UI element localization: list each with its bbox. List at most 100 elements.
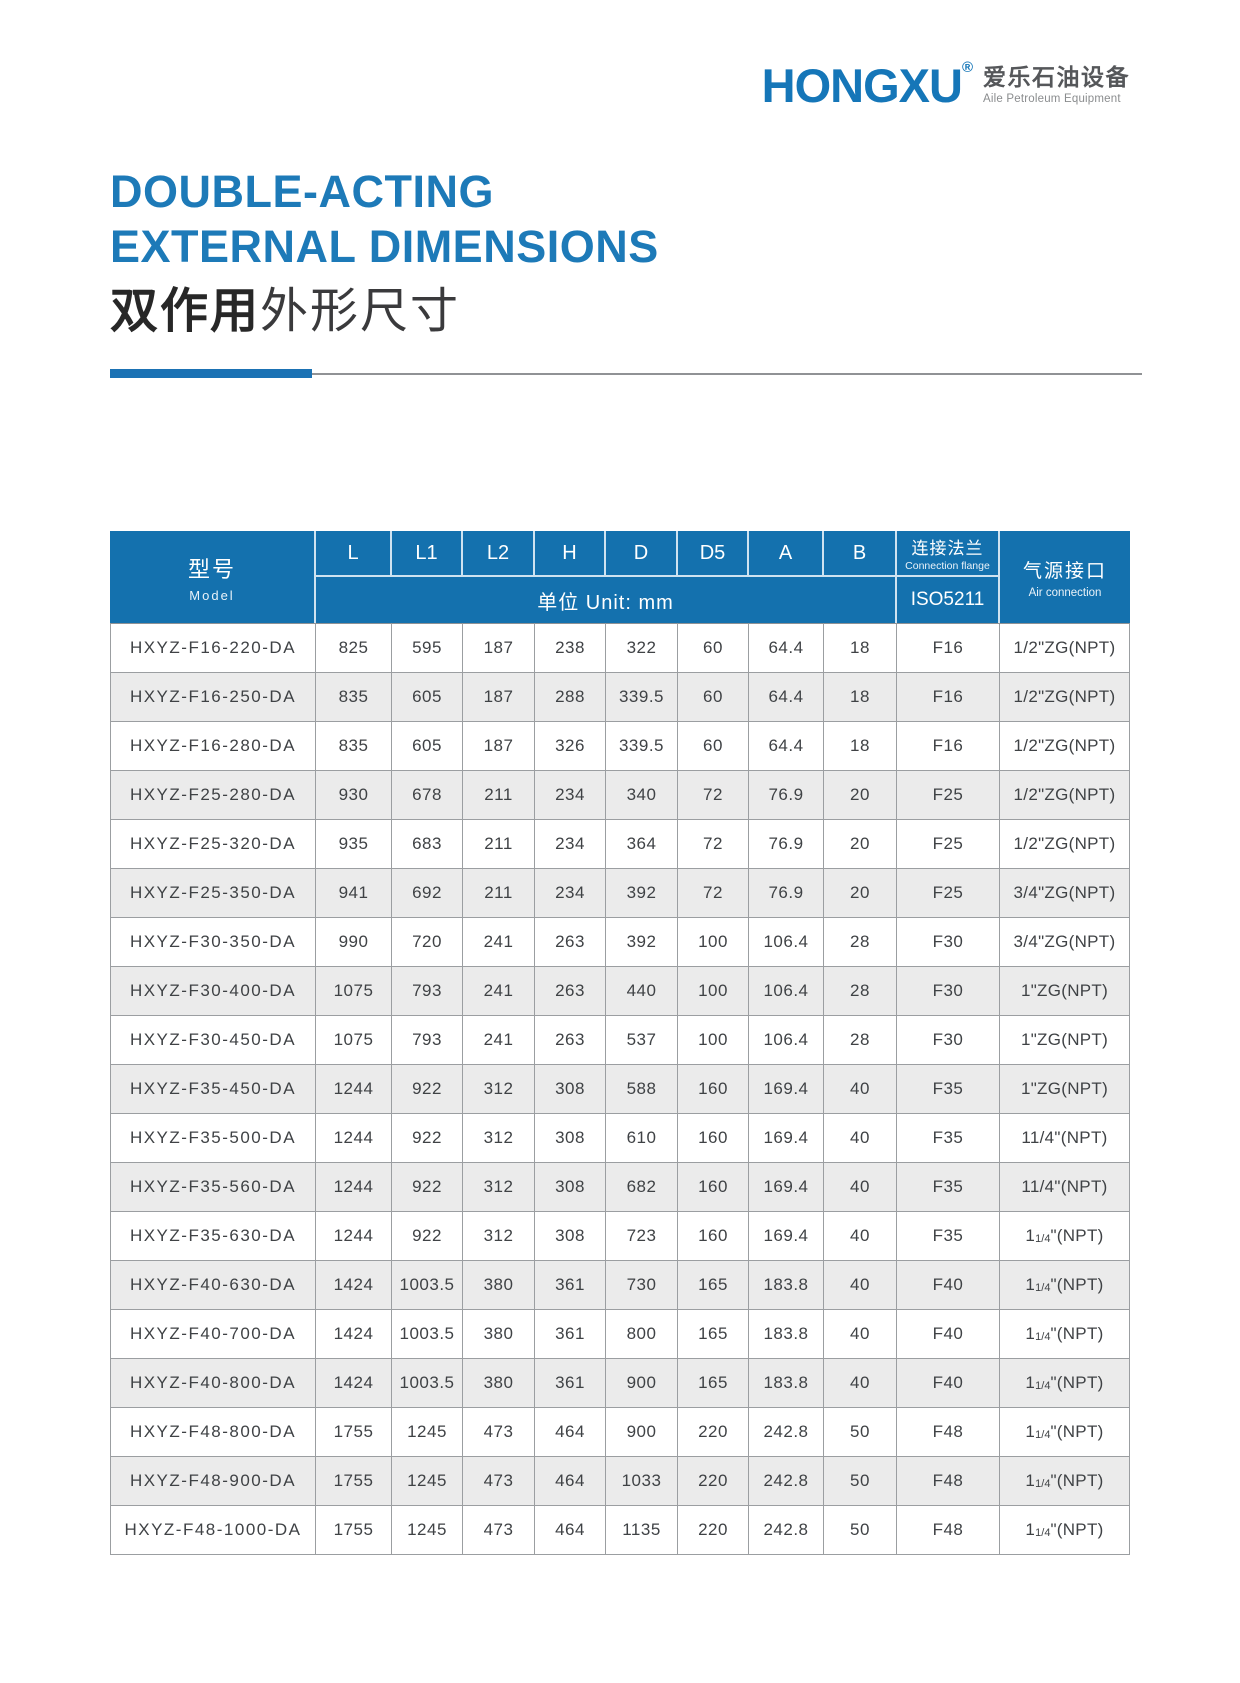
- cell-l1: 922: [392, 1065, 463, 1114]
- cell-model: HXYZ-F16-280-DA: [110, 722, 316, 771]
- cell-l2: 312: [463, 1065, 535, 1114]
- cell-l: 990: [316, 918, 392, 967]
- cell-h: 308: [535, 1212, 606, 1261]
- cell-l: 835: [316, 673, 392, 722]
- cell-flange: F48: [897, 1506, 1000, 1555]
- cell-a: 76.9: [749, 771, 824, 820]
- cell-d5: 72: [678, 771, 749, 820]
- cell-a: 183.8: [749, 1261, 824, 1310]
- cell-l1: 1245: [392, 1506, 463, 1555]
- registered-trademark-icon: ®: [961, 59, 973, 76]
- fraction-text: 1/4: [1035, 1429, 1051, 1441]
- cell-air: 1/2"ZG(NPT): [1000, 820, 1130, 869]
- cell-b: 50: [824, 1506, 897, 1555]
- cell-h: 361: [535, 1359, 606, 1408]
- cell-a: 242.8: [749, 1506, 824, 1555]
- cell-d5: 165: [678, 1359, 749, 1408]
- col-header-flange-cn: 连接法兰: [911, 539, 984, 558]
- title-block: DOUBLE-ACTING EXTERNAL DIMENSIONS 双作用外形尺…: [110, 164, 1142, 379]
- cell-d5: 220: [678, 1408, 749, 1457]
- cell-l1: 720: [392, 918, 463, 967]
- table-row: HXYZ-F30-350-DA 990 720 241 263 392 100 106.4 28…: [110, 918, 1130, 967]
- cell-model: HXYZ-F40-700-DA: [110, 1310, 316, 1359]
- fraction-text: 1/4: [1035, 1527, 1051, 1539]
- cell-flange: F30: [897, 1016, 1000, 1065]
- cell-b: 40: [824, 1310, 897, 1359]
- cell-a: 106.4: [749, 1016, 824, 1065]
- col-header-model-en: Model: [189, 587, 235, 603]
- col-header-l1: L1: [392, 531, 463, 577]
- cell-d: 392: [606, 918, 678, 967]
- cell-d: 800: [606, 1310, 678, 1359]
- table-body: HXYZ-F16-220-DA 825 595 187 238 322 60 64.4 18 F1…: [110, 623, 1130, 1555]
- cell-a: 242.8: [749, 1457, 824, 1506]
- cell-air: 1/2"ZG(NPT): [1000, 722, 1130, 771]
- cell-air: 3/4"ZG(NPT): [1000, 869, 1130, 918]
- cell-b: 20: [824, 771, 897, 820]
- cell-air: 11/4"(NPT): [1000, 1359, 1130, 1408]
- cell-model: HXYZ-F40-800-DA: [110, 1359, 316, 1408]
- cell-d: 730: [606, 1261, 678, 1310]
- cell-d: 339.5: [606, 673, 678, 722]
- table-row: HXYZ-F35-560-DA 1244 922 312 308 682 160 169.4 4…: [110, 1163, 1130, 1212]
- cell-d: 723: [606, 1212, 678, 1261]
- col-header-air-cn: 气源接口: [1022, 560, 1107, 582]
- cell-h: 234: [535, 820, 606, 869]
- cell-l: 1755: [316, 1457, 392, 1506]
- brand-name: HONGXU: [761, 59, 963, 112]
- cell-d5: 100: [678, 967, 749, 1016]
- cell-l2: 187: [463, 623, 535, 673]
- cell-d5: 60: [678, 722, 749, 771]
- cell-d: 537: [606, 1016, 678, 1065]
- cell-a: 169.4: [749, 1163, 824, 1212]
- cell-l1: 595: [392, 623, 463, 673]
- col-header-flange-en: Connection flange: [905, 560, 990, 572]
- page-title-line2: EXTERNAL DIMENSIONS: [110, 221, 659, 272]
- cell-air: 1"ZG(NPT): [1000, 1065, 1130, 1114]
- cell-l1: 922: [392, 1114, 463, 1163]
- cell-d: 1135: [606, 1506, 678, 1555]
- cell-a: 64.4: [749, 722, 824, 771]
- cell-d: 682: [606, 1163, 678, 1212]
- cell-b: 40: [824, 1212, 897, 1261]
- col-header-d5: D5: [678, 531, 749, 577]
- cell-l: 1244: [316, 1114, 392, 1163]
- cell-d: 900: [606, 1408, 678, 1457]
- divider-line: [312, 372, 1142, 375]
- cell-flange: F40: [897, 1261, 1000, 1310]
- cell-model: HXYZ-F25-350-DA: [110, 869, 316, 918]
- cell-l2: 187: [463, 722, 535, 771]
- cell-a: 169.4: [749, 1114, 824, 1163]
- cell-d5: 160: [678, 1114, 749, 1163]
- cell-l: 825: [316, 623, 392, 673]
- cell-d5: 60: [678, 623, 749, 673]
- cell-a: 64.4: [749, 623, 824, 673]
- cell-model: HXYZ-F35-450-DA: [110, 1065, 316, 1114]
- cell-d5: 72: [678, 869, 749, 918]
- col-header-model: 型号 Model: [110, 531, 316, 623]
- cell-flange: F40: [897, 1310, 1000, 1359]
- cell-d: 588: [606, 1065, 678, 1114]
- subtitle-bold-part: 双作用: [110, 285, 261, 338]
- col-header-flange: 连接法兰 Connection flange: [897, 531, 1000, 577]
- table-row: HXYZ-F35-500-DA 1244 922 312 308 610 160 169.4 4…: [110, 1114, 1130, 1163]
- brand-logo: HONGXU® 爱乐石油设备 Aile Petroleum Equipment: [761, 59, 1130, 112]
- cell-a: 76.9: [749, 820, 824, 869]
- cell-d: 322: [606, 623, 678, 673]
- cell-model: HXYZ-F40-630-DA: [110, 1261, 316, 1310]
- cell-h: 464: [535, 1408, 606, 1457]
- cell-flange: F48: [897, 1408, 1000, 1457]
- fraction-text: 1/4: [1035, 1478, 1051, 1490]
- cell-l: 941: [316, 869, 392, 918]
- cell-l1: 683: [392, 820, 463, 869]
- cell-b: 18: [824, 623, 897, 673]
- cell-model: HXYZ-F30-400-DA: [110, 967, 316, 1016]
- cell-d: 364: [606, 820, 678, 869]
- cell-l1: 605: [392, 673, 463, 722]
- table-row: HXYZ-F40-630-DA 1424 1003.5 380 361 730 165 183…: [110, 1261, 1130, 1310]
- brand-subtext: 爱乐石油设备 Aile Petroleum Equipment: [983, 62, 1130, 105]
- fraction-text: 1/4: [1035, 1380, 1051, 1392]
- cell-b: 28: [824, 918, 897, 967]
- cell-h: 361: [535, 1261, 606, 1310]
